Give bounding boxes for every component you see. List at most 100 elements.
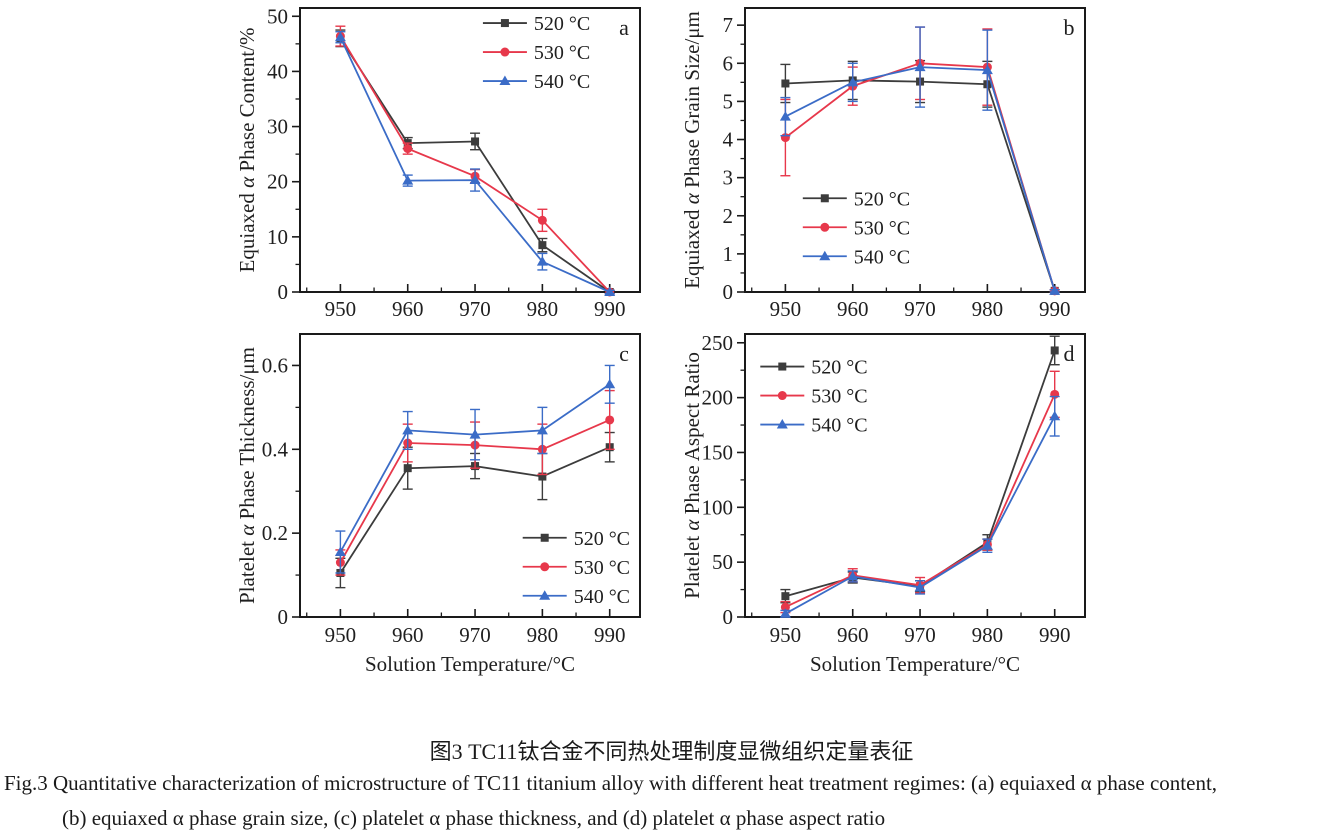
y-tick-label: 2 [723,204,734,228]
legend-label: 530 °C [811,386,867,408]
x-tick-label: 970 [459,297,491,320]
y-tick-label: 0.6 [262,353,288,377]
square-marker [778,362,787,371]
square-marker [781,79,790,88]
triangle-marker [847,570,859,581]
x-tick-label: 990 [1039,623,1071,647]
x-tick-label: 950 [325,623,357,647]
plot-frame [299,333,641,618]
x-tick-label: 980 [972,623,1004,647]
y-tick-label: 0 [723,605,734,629]
triangle-marker [402,175,414,185]
chart-c-svg: 950 960 970 980 990 0 0.2 0.4 0.6 Solution Temper… [235,333,641,676]
y-tick-label: 0 [278,605,289,629]
chart-d-svg: 950 960 970 980 990 0 50 100 150 200 250 Solution T… [680,331,1086,676]
circle-marker [540,562,550,572]
panel-letter: c [619,341,629,366]
square-marker [538,472,547,481]
triangle-marker [334,546,346,557]
y-axis-label: Equiaxed α Phase Content/% [235,28,259,273]
triangle-marker [536,256,548,266]
y-tick-label: 50 [267,4,288,28]
x-tick-label: 990 [594,297,626,320]
y-tick-label: 250 [702,331,734,355]
plot-frame [744,7,1086,293]
x-tick-label: 960 [392,297,424,320]
legend-label: 530 °C [534,42,590,64]
triangle-marker [469,429,481,439]
y-axis-label: Platelet α Phase Aspect Ratio [680,352,704,599]
x-axis-label: Solution Temperature/°C [365,652,575,676]
x-tick-label: 980 [972,297,1004,320]
caption-chinese: 图3 TC11钛合金不同热处理制度显微组织定量表征 [429,739,914,764]
caption-english-line-1: Fig.3 Quantitative characterization of m… [4,771,1218,795]
square-marker [500,19,509,28]
triangle-marker [499,75,511,86]
panel-letter: a [619,15,629,40]
chart-a-svg: 950 960 970 980 990 0 10 20 30 40 50 Equiaxed α Pha… [235,4,641,321]
triangle-marker [402,424,414,435]
circle-marker [500,47,510,57]
y-tick-label: 4 [723,128,734,152]
x-tick-label: 970 [459,623,491,647]
square-marker [820,194,829,203]
y-axis-label: Platelet α Phase Thickness/μm [235,347,259,604]
circle-marker [537,215,547,225]
x-tick-label: 960 [837,297,869,320]
y-tick-label: 5 [723,89,734,113]
x-tick-label: 950 [770,297,802,320]
triangle-marker [981,540,993,550]
x-tick-label: 990 [594,623,626,647]
circle-marker [605,415,615,425]
square-marker [781,592,790,601]
x-tick-label: 980 [527,297,559,320]
y-tick-label: 6 [723,51,734,75]
triangle-marker [604,286,616,296]
y-tick-label: 0.2 [262,521,288,545]
circle-marker [403,144,413,154]
triangle-marker [334,31,346,42]
panel-c-platelet-thickness: 950 960 970 980 990 0 0.2 0.4 0.6 Solution Temper… [230,321,650,684]
triangle-marker [847,76,859,87]
triangle-marker [1049,410,1061,421]
caption-english-line-2: (b) equiaxed α phase grain size, (c) pla… [62,806,886,830]
circle-marker [777,391,787,401]
triangle-marker [469,174,481,185]
x-tick-label: 970 [904,297,936,320]
plot-frame [299,7,641,293]
x-tick-label: 970 [904,623,936,647]
panel-a-equiaxed-content: 950 960 970 980 990 0 10 20 30 40 50 Equiaxed α Pha… [230,0,650,325]
x-tick-label: 950 [770,623,802,647]
legend-label: 530 °C [574,557,630,579]
triangle-marker [779,608,791,618]
y-tick-label: 0 [723,280,734,304]
panel-b-equiaxed-grain-size: 950 960 970 980 990 0 1 2 3 4 5 6 7 Equiaxed α Phase … [675,0,1095,325]
legend-label: 520 °C [574,528,630,550]
triangle-marker [819,250,831,261]
circle-marker [780,602,790,612]
x-tick-label: 960 [837,623,869,647]
y-tick-label: 1 [723,242,734,266]
y-tick-label: 10 [267,225,288,249]
triangle-marker [981,64,993,75]
legend-label: 520 °C [534,13,590,35]
y-tick-label: 3 [723,166,734,190]
chart-b-svg: 950 960 970 980 990 0 1 2 3 4 5 6 7 Equiaxed α Phase … [680,7,1086,321]
square-marker [403,464,412,473]
y-tick-label: 200 [702,386,734,410]
y-tick-label: 7 [723,13,734,37]
legend-label: 540 °C [574,586,630,608]
circle-marker [820,222,830,232]
legend-label: 540 °C [854,246,910,268]
x-tick-label: 990 [1039,297,1071,320]
y-tick-label: 40 [267,59,288,83]
legend-label: 520 °C [854,188,910,210]
y-tick-label: 0 [278,280,289,304]
y-tick-label: 20 [267,170,288,194]
legend-label: 540 °C [811,415,867,437]
legend-label: 540 °C [534,71,590,93]
y-tick-label: 30 [267,115,288,139]
triangle-marker [779,111,791,121]
y-tick-label: 100 [702,495,734,519]
